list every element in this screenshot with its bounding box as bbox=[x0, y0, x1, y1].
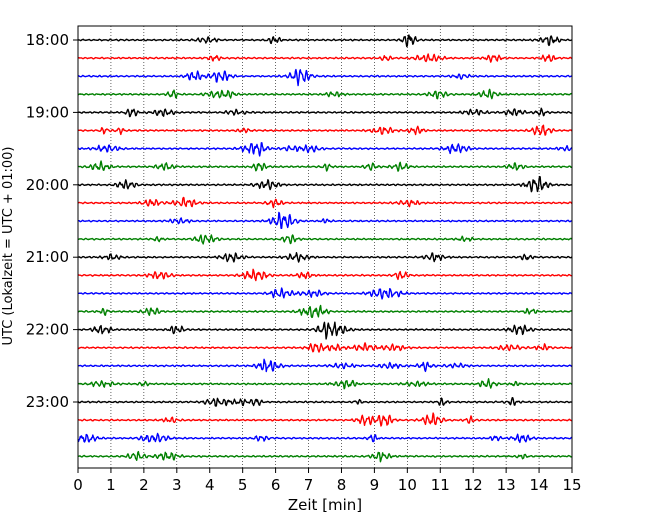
trace-1930 bbox=[77, 142, 573, 157]
x-tick-label-9: 9 bbox=[370, 476, 380, 494]
x-tick-label-3: 3 bbox=[172, 476, 182, 494]
y-tick-label-19:00: 19:00 bbox=[26, 103, 69, 121]
y-tick-labels: 18:00 19:00 20:00 21:00 22:00 23:00 bbox=[26, 31, 69, 411]
trace-2030 bbox=[77, 211, 573, 230]
trace-2245 bbox=[77, 378, 573, 390]
trace-2045 bbox=[77, 234, 573, 245]
trace-2200 bbox=[77, 321, 573, 340]
trace-2115 bbox=[77, 268, 573, 282]
trace-2015 bbox=[77, 196, 573, 209]
trace-1830 bbox=[77, 68, 573, 87]
x-tick-label-14: 14 bbox=[530, 476, 549, 494]
trace-1915 bbox=[77, 124, 573, 136]
x-tick-label-6: 6 bbox=[271, 476, 281, 494]
x-tick-label-13: 13 bbox=[497, 476, 516, 494]
trace-1945 bbox=[77, 160, 573, 172]
trace-2000 bbox=[77, 175, 573, 193]
x-tick-labels: 0 1 2 3 4 5 6 7 8 9 10 11 12 13 14 15 bbox=[73, 476, 581, 494]
trace-2230 bbox=[77, 358, 573, 373]
x-tick-label-4: 4 bbox=[205, 476, 215, 494]
trace-2345 bbox=[77, 450, 573, 463]
y-tick-label-23:00: 23:00 bbox=[26, 393, 69, 411]
trace-2100 bbox=[77, 252, 573, 263]
axis-ticks bbox=[73, 39, 573, 473]
trace-2145 bbox=[77, 304, 573, 319]
x-tick-label-8: 8 bbox=[337, 476, 347, 494]
x-tick-label-2: 2 bbox=[139, 476, 149, 494]
x-tick-label-11: 11 bbox=[431, 476, 450, 494]
y-tick-label-22:00: 22:00 bbox=[26, 321, 69, 339]
trace-1845 bbox=[77, 88, 573, 100]
trace-2315 bbox=[77, 412, 573, 427]
trace-2330 bbox=[77, 432, 573, 444]
y-tick-label-21:00: 21:00 bbox=[26, 248, 69, 266]
x-tick-label-15: 15 bbox=[562, 476, 581, 494]
x-tick-label-10: 10 bbox=[398, 476, 417, 494]
trace-2215 bbox=[77, 342, 573, 353]
trace-1900 bbox=[77, 107, 573, 118]
seismogram-traces bbox=[77, 34, 573, 463]
x-tick-label-1: 1 bbox=[106, 476, 116, 494]
x-tick-label-5: 5 bbox=[238, 476, 248, 494]
x-tick-label-7: 7 bbox=[304, 476, 314, 494]
x-tick-label-12: 12 bbox=[464, 476, 483, 494]
y-axis-label: UTC (Lokalzeit = UTC + 01:00) bbox=[1, 147, 16, 346]
trace-1800 bbox=[77, 34, 573, 48]
trace-1815 bbox=[77, 53, 573, 63]
y-tick-label-18:00: 18:00 bbox=[26, 31, 69, 49]
trace-2130 bbox=[77, 287, 573, 300]
x-tick-label-0: 0 bbox=[73, 476, 83, 494]
y-tick-label-20:00: 20:00 bbox=[26, 176, 69, 194]
plot-frame bbox=[77, 25, 573, 469]
x-axis-label: Zeit [min] bbox=[288, 496, 362, 514]
trace-2300 bbox=[77, 397, 573, 407]
